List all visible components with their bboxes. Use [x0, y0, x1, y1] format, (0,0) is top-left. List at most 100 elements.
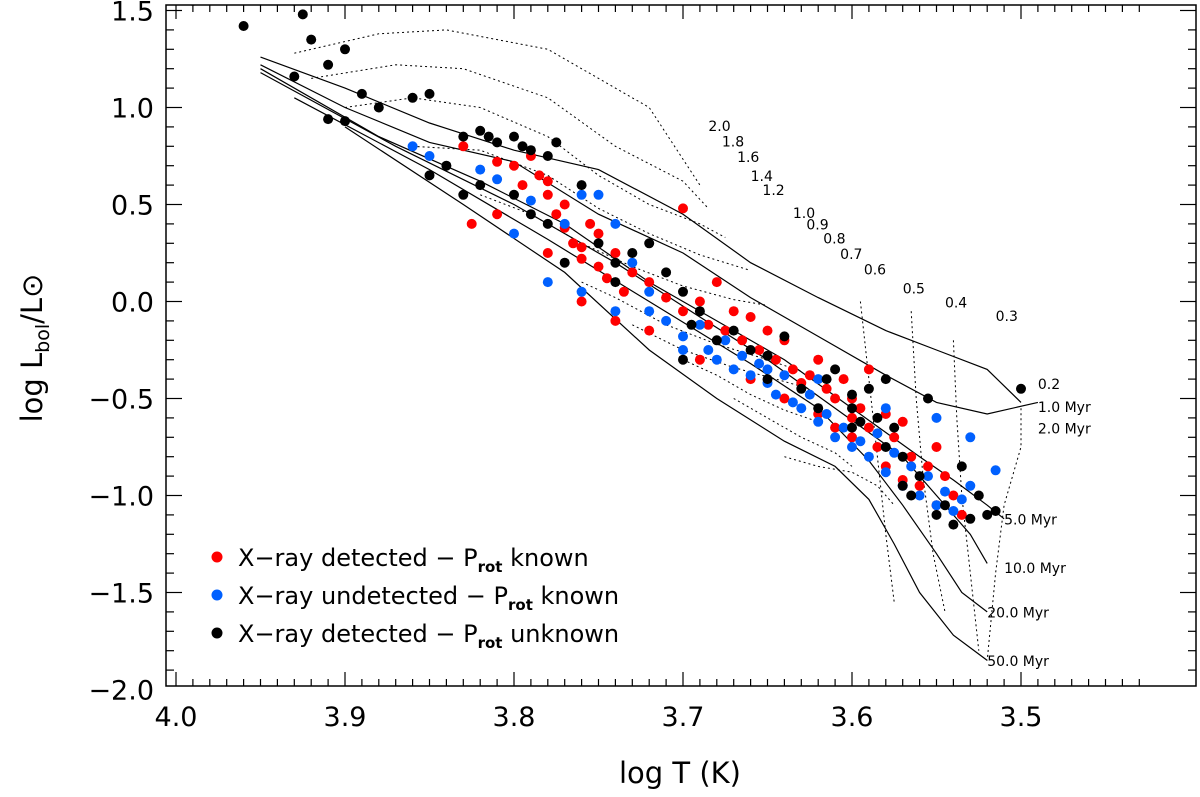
- mass-label-1.6: 1.6: [737, 150, 759, 166]
- data-point-series-2: [948, 506, 959, 516]
- data-point-series-3: [559, 257, 570, 268]
- mass-label-2.0: 2.0: [708, 119, 730, 135]
- data-point-series-2: [804, 389, 815, 400]
- x-tick-label: 3.6: [831, 702, 874, 733]
- y-axis-title-sub: bol: [32, 324, 54, 353]
- data-points: [190, 5, 1026, 530]
- data-point-series-1: [576, 296, 587, 307]
- data-point-series-2: [931, 500, 942, 511]
- data-point-series-2: [492, 174, 503, 185]
- data-point-series-3: [661, 267, 672, 278]
- data-point-series-3: [492, 137, 503, 148]
- mass-label-0.3: 0.3: [996, 309, 1018, 325]
- isochrone-label: 50.0 Myr: [987, 654, 1049, 670]
- data-point-series-1: [762, 325, 773, 336]
- mass-label-0.4: 0.4: [945, 295, 967, 311]
- data-point-series-2: [965, 432, 976, 443]
- data-point-series-3: [897, 451, 908, 462]
- data-point-series-2: [728, 364, 739, 375]
- data-point-series-3: [830, 364, 841, 375]
- data-point-series-2: [796, 403, 807, 414]
- data-point-series-3: [424, 170, 435, 181]
- mass-label-1.4: 1.4: [751, 169, 773, 185]
- plot-frame: [165, 4, 1197, 687]
- isochrone-1-0-Myr: [260, 56, 1022, 403]
- x-tick-label: 3.8: [493, 702, 536, 733]
- legend-label-3: X−ray detected − Prot unknown: [238, 620, 619, 652]
- data-point-series-2: [694, 319, 705, 330]
- mass-track-1.8: [311, 64, 709, 209]
- data-point-series-3: [863, 383, 874, 394]
- data-point-series-2: [906, 461, 917, 472]
- mass-label-0.5: 0.5: [903, 282, 925, 298]
- data-point-series-3: [475, 125, 486, 136]
- y-tick-label: −2.0: [88, 676, 154, 707]
- data-point-series-1: [568, 238, 579, 249]
- mass-label-1.8: 1.8: [722, 134, 744, 150]
- data-point-series-1: [601, 273, 612, 284]
- mass-label-0.8: 0.8: [823, 231, 845, 247]
- data-point-series-3: [475, 180, 486, 191]
- x-tick-label: 4.0: [155, 702, 198, 733]
- data-point-series-3: [880, 442, 891, 452]
- mass-track-1.0: [581, 281, 802, 372]
- data-point-series-1: [897, 416, 908, 427]
- data-point-series-3: [897, 480, 908, 491]
- data-point-series-2: [754, 358, 765, 369]
- data-point-series-3: [424, 88, 435, 99]
- data-point-series-1: [940, 471, 950, 482]
- data-point-series-3: [889, 422, 900, 433]
- mass-label-0.9: 0.9: [806, 218, 828, 234]
- data-point-series-1: [728, 306, 739, 317]
- data-point-series-2: [661, 315, 672, 326]
- data-point-series-3: [525, 209, 536, 220]
- y-tick-label: −0.5: [88, 385, 154, 416]
- data-point-series-2: [847, 442, 857, 452]
- isochrone-label: 1.0 Myr: [1038, 400, 1091, 416]
- data-point-series-1: [542, 189, 553, 200]
- legend-marker-1: [211, 551, 223, 563]
- x-tick-label: 3.9: [324, 702, 367, 733]
- data-point-series-3: [373, 102, 384, 113]
- data-point-series-2: [644, 306, 655, 317]
- model-curves: [260, 29, 1039, 661]
- mass-track-2.0: [294, 29, 701, 186]
- data-point-series-2: [779, 370, 790, 381]
- isochrone-label: 2.0 Myr: [1038, 421, 1091, 437]
- data-point-series-3: [509, 189, 519, 200]
- data-point-series-1: [956, 509, 967, 520]
- data-point-series-3: [323, 59, 334, 70]
- isochrone-50-0-Myr: [344, 126, 988, 661]
- data-point-series-3: [610, 257, 621, 268]
- data-point-series-3: [728, 325, 739, 336]
- legend-text-sub: rot: [478, 634, 503, 652]
- data-point-series-1: [745, 312, 756, 322]
- data-point-series-1: [661, 292, 672, 303]
- mass-track-1.4: [412, 145, 751, 271]
- data-point-series-3: [973, 490, 984, 501]
- data-point-series-1: [627, 267, 638, 278]
- data-point-series-1: [847, 432, 857, 443]
- data-point-series-1: [787, 364, 798, 375]
- data-point-series-2: [880, 467, 891, 478]
- data-point-series-1: [694, 354, 705, 365]
- data-point-series-1: [644, 277, 655, 288]
- legend-text-main: X−ray detected − P: [238, 544, 478, 572]
- data-point-series-3: [407, 92, 418, 103]
- y-axis-title-tail: /L: [15, 298, 49, 324]
- data-point-series-2: [678, 345, 688, 355]
- data-point-series-1: [830, 393, 841, 404]
- mass-label-1.0: 1.0: [793, 206, 815, 222]
- data-point-series-3: [542, 218, 553, 229]
- data-point-series-1: [551, 209, 562, 220]
- data-point-series-3: [847, 389, 857, 400]
- y-axis-title: log Lbol/L⊙: [15, 274, 54, 423]
- data-point-series-2: [610, 306, 621, 317]
- data-point-series-2: [838, 422, 849, 433]
- mass-label-0.6: 0.6: [864, 262, 886, 278]
- data-point-series-1: [703, 319, 714, 330]
- data-point-series-1: [585, 218, 596, 229]
- data-point-series-3: [906, 490, 917, 501]
